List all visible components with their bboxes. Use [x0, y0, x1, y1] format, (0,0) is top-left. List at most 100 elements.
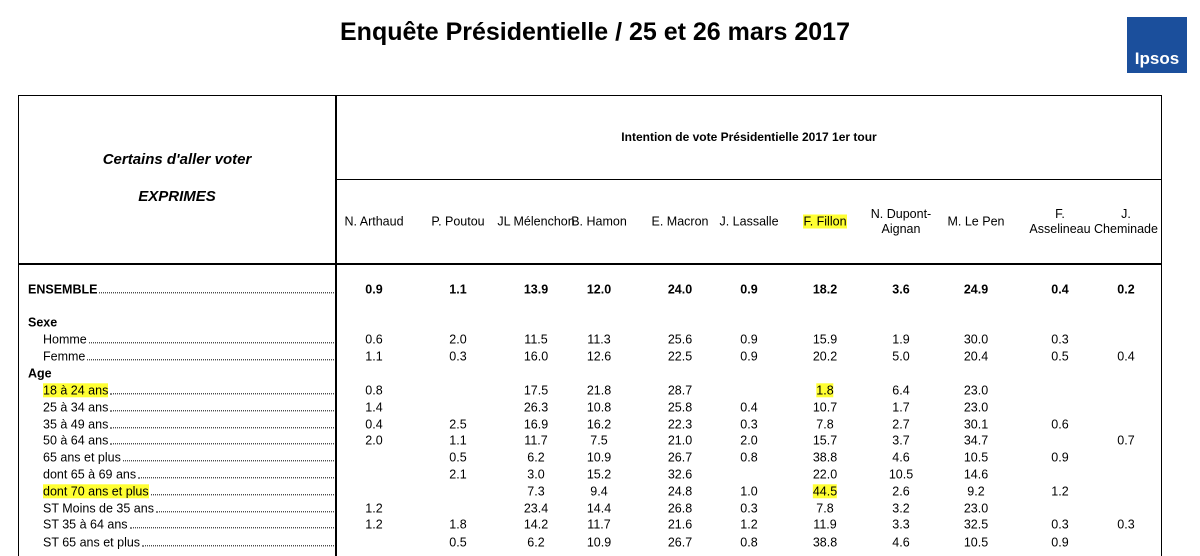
column-label: M. Le Pen	[947, 214, 1005, 229]
cell-value: 1.1	[365, 349, 383, 364]
cell-value: 10.9	[586, 535, 612, 550]
cell-value: 20.4	[963, 349, 989, 364]
row-label: ENSEMBLE	[28, 282, 334, 296]
cell-value: 44.5	[812, 484, 838, 499]
cell-value: 32.6	[667, 467, 693, 482]
cell-value: 11.7	[587, 517, 611, 532]
row-label: 50 à 64 ans	[43, 433, 334, 447]
table-frame	[18, 95, 1162, 556]
column-header: N. Dupont-Aignan	[861, 207, 941, 237]
cell-value: 30.1	[963, 417, 989, 432]
column-label: J. Lassalle	[719, 214, 779, 229]
row-label: Femme	[43, 349, 334, 363]
cell-value: 0.4	[1051, 282, 1069, 297]
leader-dots	[129, 527, 334, 529]
cell-value: 0.4	[1117, 349, 1135, 364]
cell-value: 7.3	[527, 484, 545, 499]
stub-subtitle: EXPRIMES	[138, 188, 216, 205]
column-header: F. Asselineau	[1025, 207, 1095, 237]
leader-dots	[110, 427, 334, 429]
row-label: dont 65 à 69 ans	[43, 467, 334, 481]
section-label: Age	[28, 366, 52, 381]
cell-value: 2.0	[365, 433, 383, 448]
cell-value: 0.4	[740, 400, 758, 415]
cell-value: 10.7	[812, 400, 838, 415]
cell-value: 0.3	[1117, 517, 1135, 532]
row-label-text: Femme	[43, 349, 86, 364]
cell-value: 10.9	[586, 450, 612, 465]
column-label: P. Poutou	[431, 214, 485, 229]
cell-value: 23.4	[523, 501, 549, 516]
row-label-text: 18 à 24 ans	[43, 383, 109, 398]
cell-value: 1.1	[449, 433, 467, 448]
row-label-text: dont 70 ans et plus	[43, 484, 149, 499]
leader-dots	[110, 443, 334, 445]
column-header: J. Cheminade	[1088, 207, 1164, 237]
cell-value: 1.0	[740, 484, 758, 499]
column-header: E. Macron	[645, 215, 715, 230]
column-label: F. Fillon	[803, 214, 847, 229]
leader-dots	[142, 545, 334, 547]
column-header: B. Hamon	[564, 215, 634, 230]
cell-value: 15.9	[812, 332, 838, 347]
column-header: M. Le Pen	[941, 215, 1011, 230]
leader-dots	[138, 477, 334, 479]
cell-value: 23.0	[963, 383, 989, 398]
column-label: J. Cheminade	[1094, 207, 1158, 236]
cell-value: 9.2	[967, 484, 985, 499]
cell-value: 0.9	[365, 282, 383, 297]
cell-value: 18.2	[812, 282, 838, 297]
cell-value: 1.7	[892, 400, 910, 415]
cell-value: 4.6	[892, 450, 910, 465]
leader-dots	[150, 494, 334, 496]
cell-value: 2.0	[740, 433, 758, 448]
cell-value: 14.2	[523, 517, 549, 532]
cell-value: 7.8	[816, 417, 834, 432]
cell-value: 0.9	[740, 349, 758, 364]
cell-value: 38.8	[812, 535, 838, 550]
leader-dots	[99, 292, 334, 294]
cell-value: 1.2	[365, 501, 383, 516]
row-label: 18 à 24 ans	[43, 383, 334, 398]
cell-value: 21.8	[586, 383, 612, 398]
cell-value: 9.4	[590, 484, 608, 499]
row-label-text: 25 à 34 ans	[43, 400, 109, 415]
row-label: Homme	[43, 332, 334, 346]
row-label-text: dont 65 à 69 ans	[43, 467, 137, 482]
cell-value: 25.6	[667, 332, 693, 347]
cell-value: 16.2	[586, 417, 612, 432]
row-label-text: ST Moins de 35 ans	[43, 501, 154, 516]
column-header: J. Lassalle	[714, 215, 784, 230]
row-label-text: ENSEMBLE	[28, 282, 98, 297]
cell-value: 1.2	[365, 517, 383, 532]
cell-value: 1.1	[449, 282, 467, 297]
cell-value: 0.8	[740, 450, 758, 465]
column-header: P. Poutou	[423, 215, 493, 230]
cell-value: 25.8	[667, 400, 693, 415]
column-label: N. Arthaud	[344, 214, 404, 229]
cell-value: 2.6	[892, 484, 910, 499]
column-label: E. Macron	[651, 214, 709, 229]
cell-value: 14.6	[963, 467, 989, 482]
row-label: 25 à 34 ans	[43, 400, 334, 414]
section-label: Sexe	[28, 315, 58, 330]
cell-value: 6.4	[892, 383, 910, 398]
column-label: B. Hamon	[571, 214, 627, 229]
cell-value: 0.9	[740, 282, 758, 297]
cell-value: 4.6	[892, 535, 910, 550]
cell-value: 3.7	[892, 433, 910, 448]
cell-value: 20.2	[812, 349, 838, 364]
cell-value: 11.9	[813, 517, 837, 532]
row-label-text: 35 à 49 ans	[43, 417, 109, 432]
logo: Ipsos	[1127, 17, 1187, 73]
cell-value: 32.5	[963, 517, 989, 532]
cell-value: 1.2	[740, 517, 758, 532]
cell-value: 1.4	[365, 400, 383, 415]
cell-value: 0.5	[449, 535, 467, 550]
cell-value: 12.0	[586, 282, 612, 297]
cell-value: 2.7	[892, 417, 910, 432]
cell-value: 21.0	[667, 433, 693, 448]
row-label: ST 35 à 64 ans	[43, 517, 334, 531]
cell-value: 15.2	[586, 467, 612, 482]
